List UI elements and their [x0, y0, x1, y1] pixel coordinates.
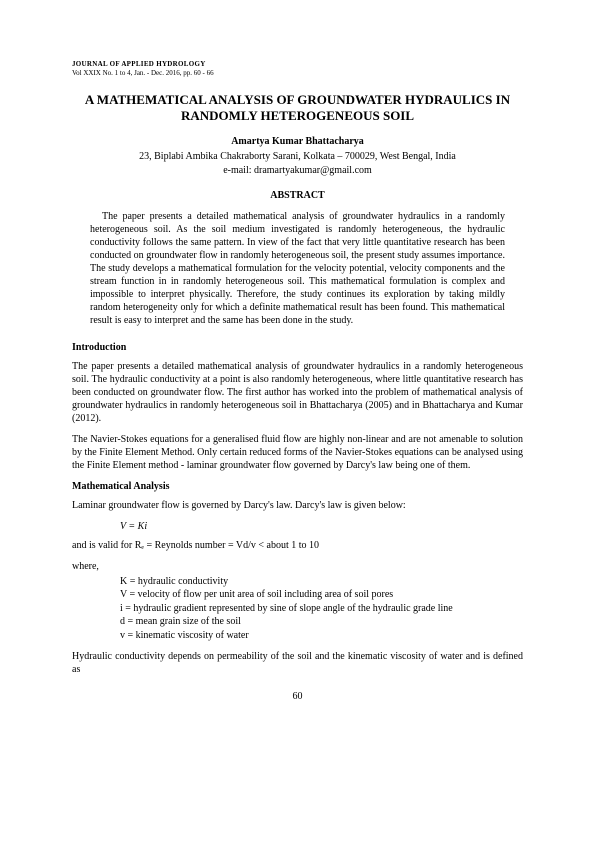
equation-darcy: V = Ki	[120, 520, 523, 533]
page-title: A MATHEMATICAL ANALYSIS OF GROUNDWATER H…	[72, 92, 523, 125]
author-affiliation: 23, Biplabi Ambika Chakraborty Sarani, K…	[72, 150, 523, 163]
def-v-upper: V = velocity of flow per unit area of so…	[120, 588, 523, 602]
author-name: Amartya Kumar Bhattacharya	[72, 135, 523, 148]
journal-issue: Vol XXIX No. 1 to 4, Jan. - Dec. 2016, p…	[72, 69, 523, 78]
closing-para: Hydraulic conductivity depends on permea…	[72, 650, 523, 676]
def-k: K = hydraulic conductivity	[120, 575, 523, 589]
introduction-para-1: The paper presents a detailed mathematic…	[72, 360, 523, 425]
def-v-lower: v = kinematic viscosity of water	[120, 629, 523, 643]
journal-name: JOURNAL OF APPLIED HYDROLOGY	[72, 60, 523, 69]
abstract-text: The paper presents a detailed mathematic…	[90, 210, 505, 327]
def-i: i = hydraulic gradient represented by si…	[120, 602, 523, 616]
introduction-para-2: The Navier-Stokes equations for a genera…	[72, 433, 523, 472]
reynolds-condition: and is valid for Rₑ = Reynolds number = …	[72, 539, 523, 552]
abstract-heading: ABSTRACT	[72, 189, 523, 202]
author-email: e-mail: dramartyakumar@gmail.com	[72, 164, 523, 177]
variable-definitions: K = hydraulic conductivity V = velocity …	[120, 575, 523, 643]
where-label: where,	[72, 560, 523, 573]
math-para-1: Laminar groundwater flow is governed by …	[72, 499, 523, 512]
section-introduction-heading: Introduction	[72, 341, 523, 354]
def-d: d = mean grain size of the soil	[120, 615, 523, 629]
section-math-heading: Mathematical Analysis	[72, 480, 523, 493]
page-number: 60	[72, 690, 523, 703]
